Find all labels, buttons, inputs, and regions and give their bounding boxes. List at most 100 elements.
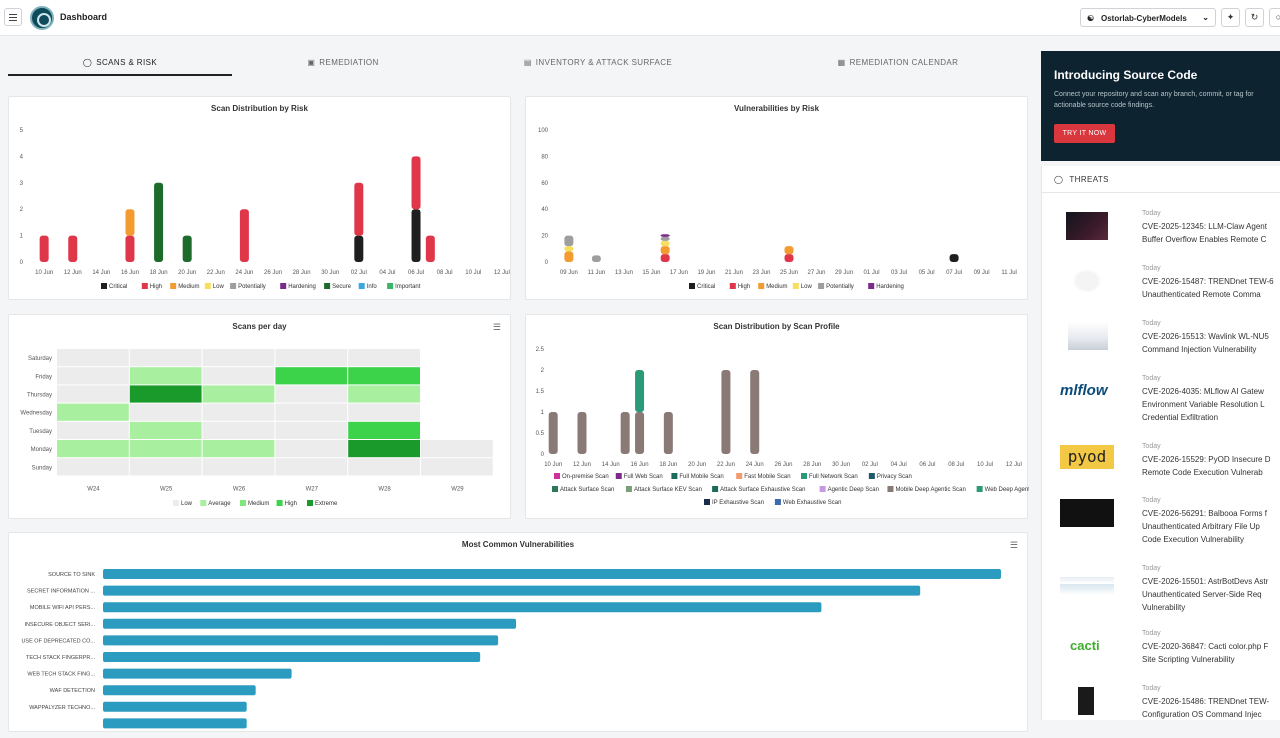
heatmap-cell: [348, 367, 420, 385]
x-tick-label: 04 Jul: [379, 270, 395, 276]
threat-title-line: Site Scripting Vulnerability: [1142, 655, 1235, 664]
heatmap-cell: [348, 440, 420, 458]
threat-title-line: Environment Variable Resolution L: [1142, 400, 1265, 409]
legend-swatch: [792, 283, 799, 289]
bar-segment: [425, 235, 435, 262]
bar-segment: [239, 209, 249, 262]
heatmap-cell: [202, 458, 275, 476]
bar-segment: [577, 412, 587, 454]
x-tick-label: 22 Jun: [717, 462, 735, 468]
threat-title[interactable]: CVE-2026-4035: MLflow AI Gatew Environmen…: [1142, 385, 1280, 424]
threat-thumbnail: cacti: [1070, 638, 1100, 653]
bar-segment: [564, 235, 574, 247]
threat-title[interactable]: CVE-2025-12345: LLM-Claw Agent Buffer Ove…: [1142, 220, 1280, 246]
try-it-now-button[interactable]: TRY IT NOW: [1054, 124, 1115, 143]
y-tick-label: TECH STACK FINGERPR...: [26, 655, 95, 661]
legend-swatch: [818, 283, 825, 289]
y-tick-label: 2: [20, 207, 24, 213]
scan-distribution-risk-chart: 0 1 2 3 4 5 10 Jun 12 Jun 14 Jun 16 Jun 18 Jun 20 J…: [20, 128, 510, 290]
legend-swatch: [173, 500, 179, 506]
legend-label: Medium: [178, 284, 199, 290]
threat-title-line: CVE-2026-15513: Wavlink WL-NU5: [1142, 332, 1269, 341]
tab-inventory[interactable]: ▤ INVENTORY & ATTACK SURFACE: [478, 52, 718, 76]
scans-per-day-heatmap: Saturday Friday Thursday Wednesday Tuesday Mo…: [20, 349, 493, 507]
legend-label: Mobile Deep Agentic Scan: [895, 487, 965, 493]
threat-title[interactable]: CVE-2026-15501: AstrBotDevs Astr Unauthen…: [1142, 575, 1280, 614]
sparkle-button[interactable]: ✦: [1221, 8, 1240, 27]
x-tick-label: W24: [87, 486, 100, 492]
scan-profile-card: Scan Distribution by Scan Profile 0 0.5 1 1…: [525, 314, 1050, 519]
x-tick-label: 10 Jul: [465, 270, 481, 276]
x-tick-label: 08 Jul: [948, 462, 964, 468]
chart-menu-icon[interactable]: ☰: [492, 322, 501, 332]
threat-title-line: Credential Exfiltration: [1142, 413, 1219, 422]
refresh-button[interactable]: ↻: [1245, 8, 1264, 27]
legend-label: Low: [181, 501, 193, 507]
heatmap-cell: [275, 458, 348, 476]
x-tick-label: W26: [233, 486, 246, 492]
bar-segment: [660, 240, 670, 247]
x-tick-label: 14 Jun: [92, 270, 110, 276]
legend-label: Full Mobile Scan: [679, 474, 723, 480]
legend-label: Low: [801, 284, 813, 290]
x-tick-label: 09 Jun: [560, 270, 578, 276]
users-icon: ☯: [1087, 14, 1095, 23]
legend-label: IP Exhaustive Scan: [712, 500, 764, 506]
scan-distribution-risk-card: Scan Distribution by Risk 0 1 2 3 4 5 10 Jun 12…: [8, 96, 511, 300]
y-tick-label: Sunday: [32, 465, 52, 471]
x-tick-label: 17 Jun: [670, 270, 688, 276]
heatmap-cell: [348, 421, 420, 439]
tab-scans-risk[interactable]: ◯ SCANS & RISK: [8, 52, 232, 76]
legend-label: Agentic Deep Scan: [828, 487, 879, 493]
threat-title[interactable]: CVE-2020-36847: Cacti color.php F Site Sc…: [1142, 640, 1280, 666]
threat-date: Today: [1142, 210, 1161, 217]
bar: [103, 569, 1001, 579]
threat-title[interactable]: CVE-2026-15486: TRENDnet TEW- Configurati…: [1142, 695, 1280, 721]
bar: [103, 635, 499, 646]
legend-label: Fast Mobile Scan: [744, 474, 790, 480]
threat-title[interactable]: CVE-2026-15513: Wavlink WL-NU5 Command In…: [1142, 330, 1280, 356]
tab-label: SCANS & RISK: [96, 58, 158, 67]
legend-swatch: [230, 283, 237, 289]
threat-title[interactable]: CVE-2026-15529: PyOD Insecure D Remote Co…: [1142, 453, 1280, 479]
heatmap-cell: [421, 440, 493, 458]
threat-thumbnail: [1066, 212, 1108, 240]
tab-remediation[interactable]: ▣ REMEDIATION: [238, 52, 448, 76]
threat-title[interactable]: CVE-2026-56291: Balbooa Forms f Unauthent…: [1142, 507, 1280, 546]
x-tick-label: 04 Jul: [891, 462, 907, 468]
app-logo[interactable]: [30, 6, 54, 30]
legend-label: Important: [395, 284, 421, 290]
x-tick-label: 28 Jun: [293, 270, 311, 276]
bar-segment: [663, 412, 673, 454]
refresh-icon: ↻: [1250, 12, 1259, 22]
legend-swatch: [704, 499, 710, 505]
threat-date: Today: [1142, 265, 1161, 272]
y-tick-label: 0.5: [536, 431, 545, 437]
organization-select[interactable]: ☯ Ostorlab-CyberModels ⌄: [1080, 8, 1216, 27]
y-tick-label: 60: [541, 181, 548, 187]
x-tick-label: 10 Jul: [977, 462, 993, 468]
source-code-promo: Introducing Source Code Connect your rep…: [1041, 51, 1280, 161]
x-tick-label: W29: [451, 486, 464, 492]
bar-segment: [750, 370, 760, 454]
tab-label: REMEDIATION CALENDAR: [849, 58, 959, 67]
threat-title[interactable]: CVE-2026-15487: TRENDnet TEW-6 Unauthenti…: [1142, 275, 1280, 301]
more-button[interactable]: ○: [1269, 8, 1280, 27]
menu-button[interactable]: [4, 8, 22, 26]
heatmap-cell: [348, 349, 420, 367]
heatmap-cell: [348, 458, 420, 476]
heatmap-cell: [275, 421, 348, 439]
tab-remediation-calendar[interactable]: ▦ REMEDIATION CALENDAR: [778, 52, 1018, 76]
legend-swatch: [280, 283, 287, 289]
y-tick-label: 0: [541, 452, 545, 458]
heatmap-cell: [129, 367, 202, 385]
bar-segment: [125, 235, 135, 262]
shield-icon: ◯: [1054, 175, 1064, 184]
threats-panel: ◯ THREATS Today CVE-2025-12345: LLM-Claw A…: [1041, 166, 1280, 720]
x-tick-label: 20 Jun: [178, 270, 196, 276]
y-tick-label: WEB TECH STACK FING...: [27, 672, 95, 678]
page-title: Dashboard: [60, 12, 108, 22]
threat-title-line: Unauthenticated Arbitrary File Up: [1142, 522, 1260, 531]
chart-menu-icon[interactable]: ☰: [1009, 540, 1018, 550]
threat-title-line: Unauthenticated Server-Side Req: [1142, 590, 1262, 599]
